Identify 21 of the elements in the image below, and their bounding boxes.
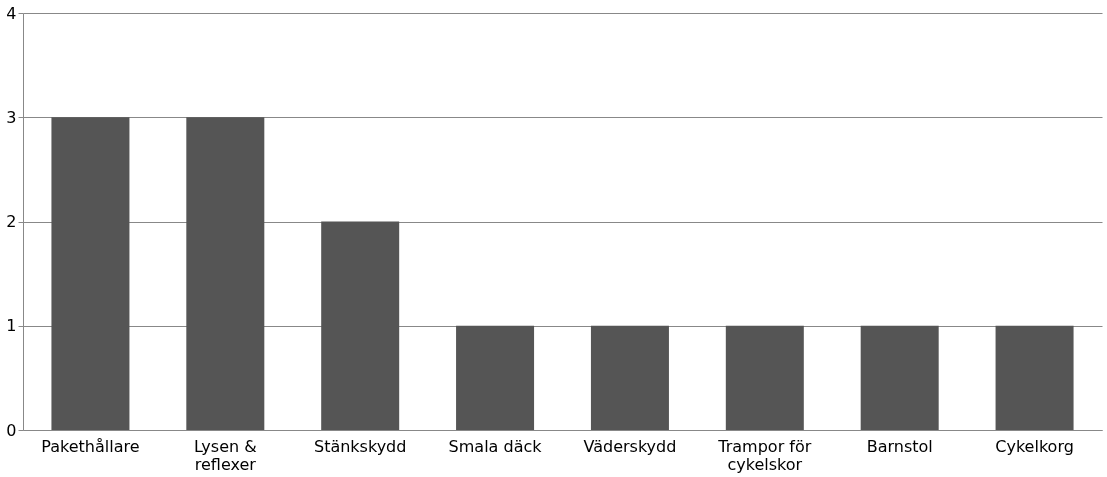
bar [51,117,130,430]
bar [995,325,1074,430]
x-tick-label: Pakethållare [41,436,140,456]
y-tick-label: 3 [6,107,17,127]
bar [186,117,265,430]
y-tick-label: 1 [6,316,17,336]
bar [860,325,939,430]
y-tick-label: 2 [6,212,17,231]
x-tick-label: Smala däck [448,436,543,456]
x-tick-label: Barnstol [866,436,933,456]
x-tick-label: Cykelkorg [995,436,1074,456]
bar [725,325,804,430]
bar [590,325,669,430]
y-tick-label: 0 [6,420,17,440]
x-tick-label: Stänkskydd [313,436,407,456]
y-tick-label: 4 [6,3,17,23]
bar [456,325,535,430]
bar [321,221,400,430]
x-tick-label: Väderskydd [583,436,677,456]
x-tick-label: Lysen & reflexer [193,436,257,474]
x-tick-label: Trampor för cykelskor [717,436,812,474]
